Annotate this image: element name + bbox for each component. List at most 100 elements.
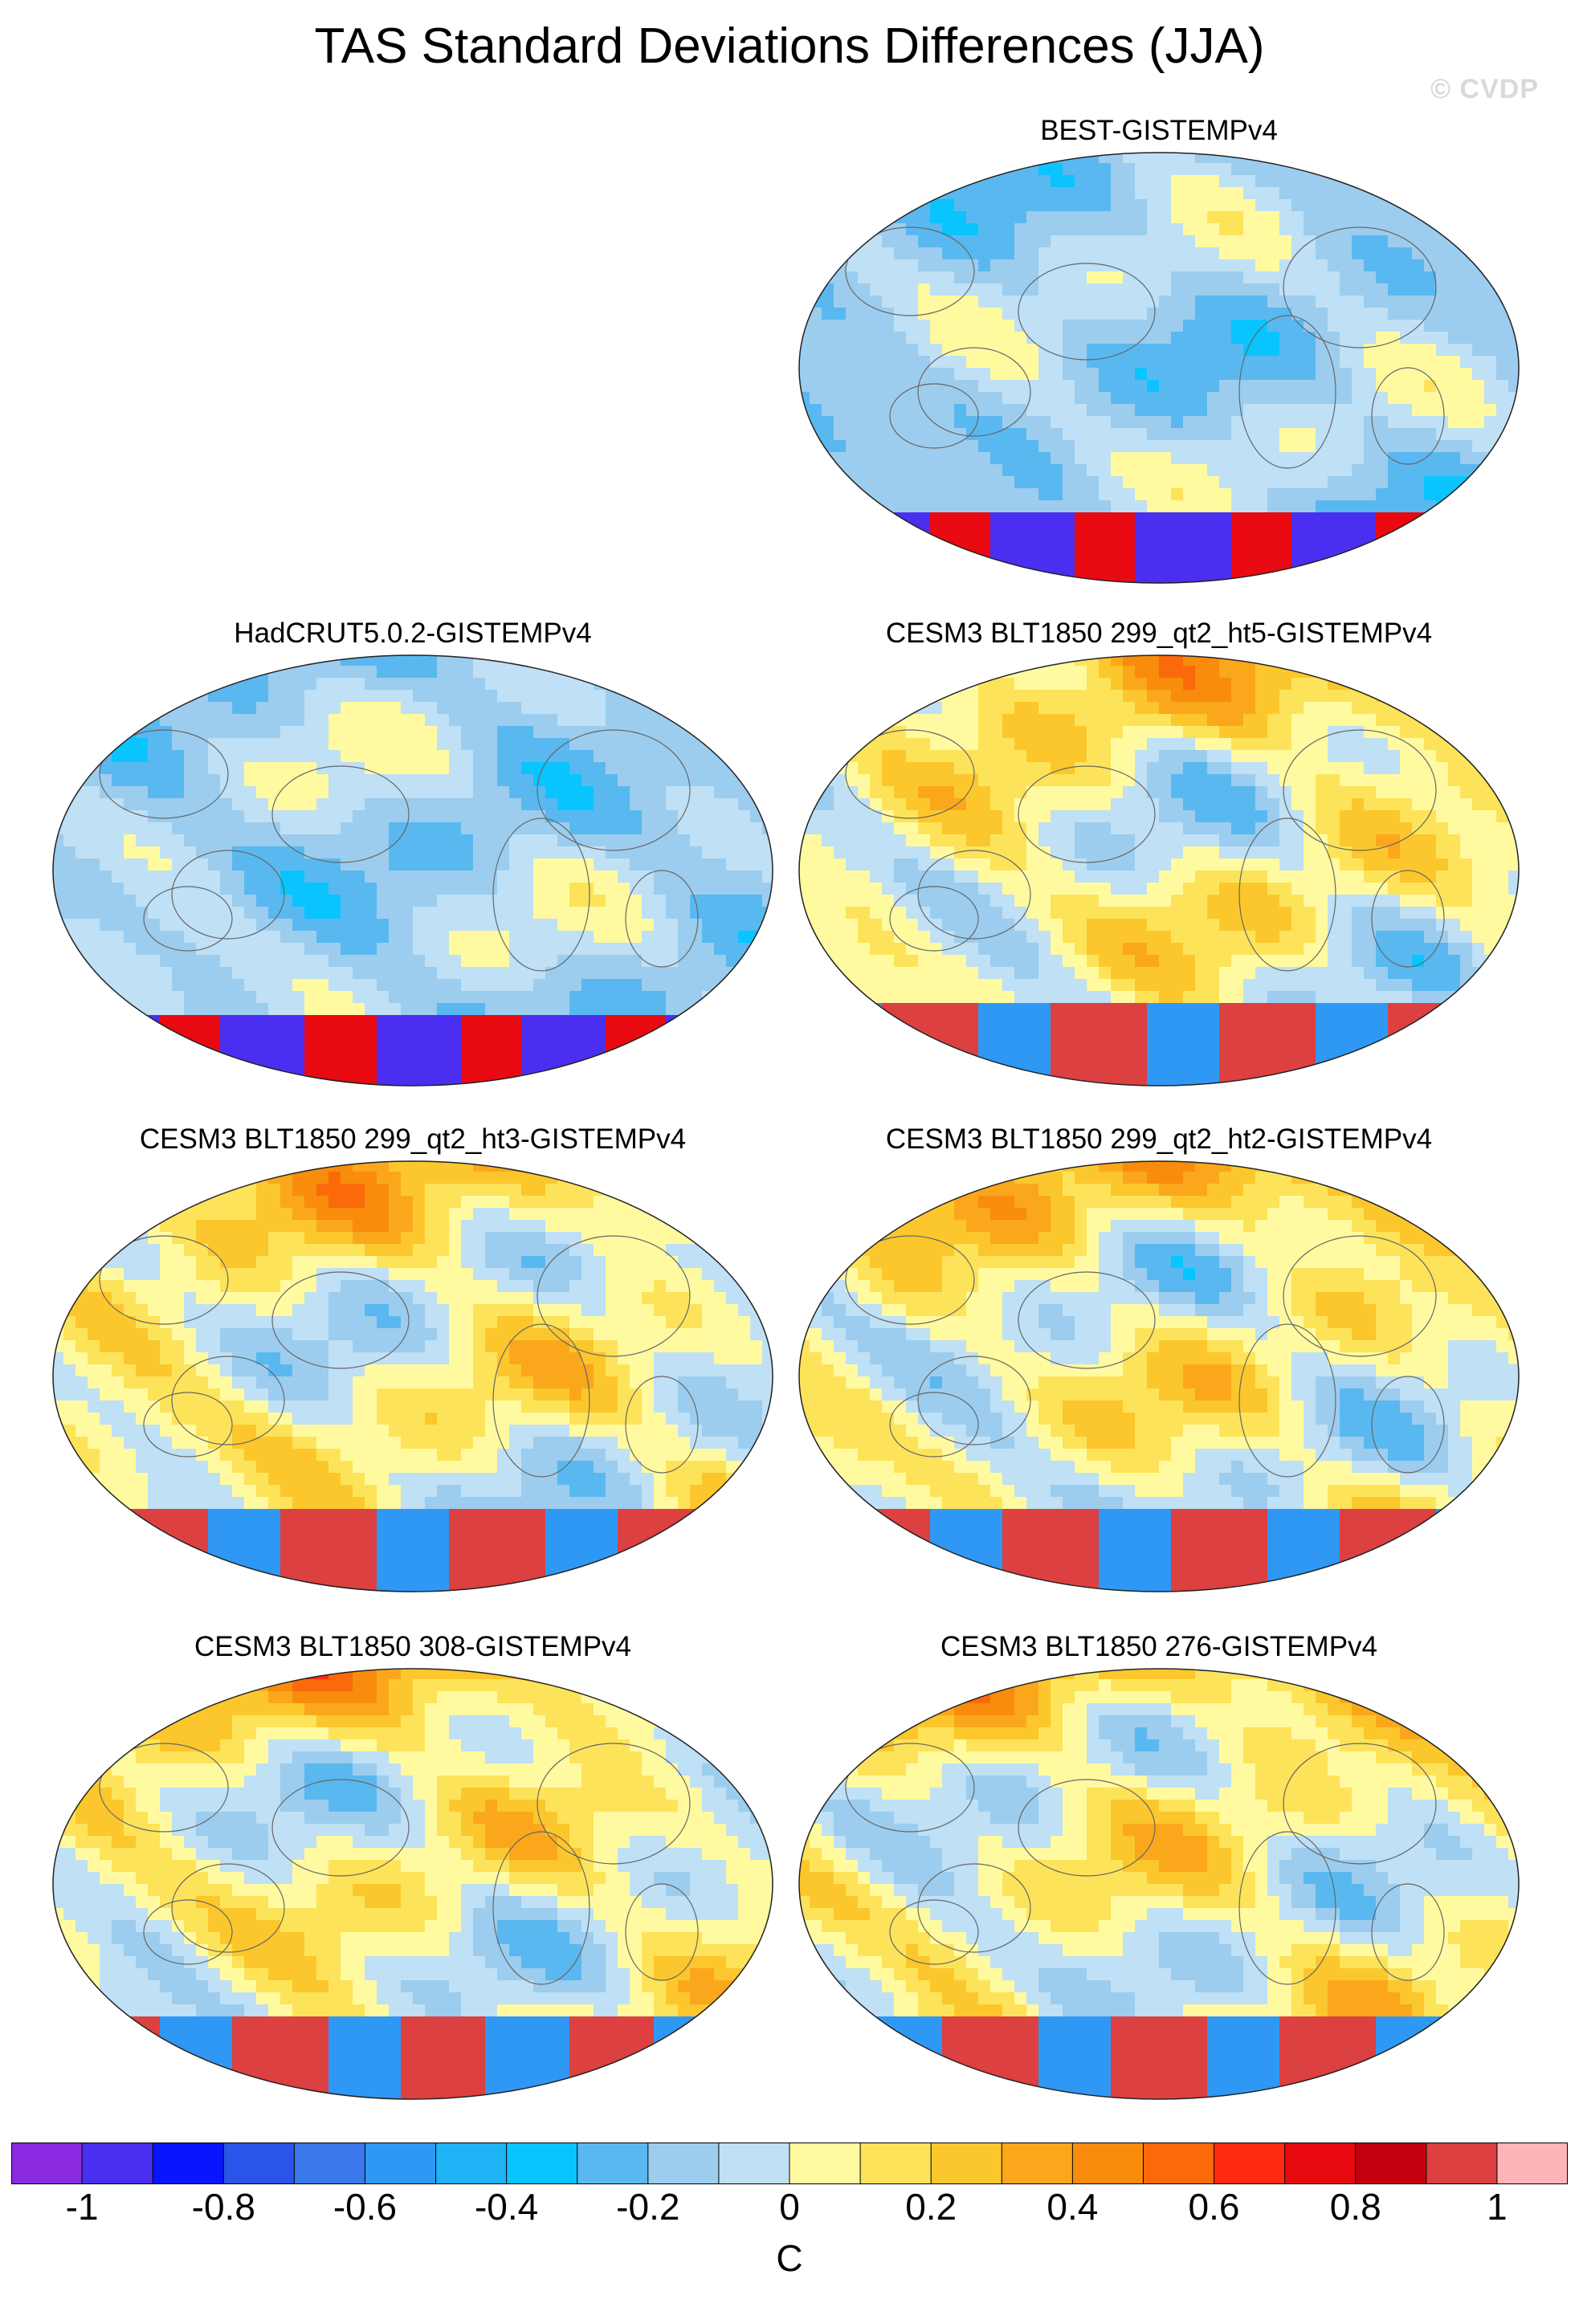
map-cell	[738, 822, 751, 835]
map-cell	[846, 356, 859, 369]
map-cell	[220, 762, 233, 775]
map-cell	[918, 356, 931, 369]
map-cell	[870, 271, 883, 284]
map-cell	[172, 786, 185, 799]
map-cell	[738, 726, 751, 739]
map-cell	[1063, 153, 1075, 164]
map-cell	[473, 955, 486, 968]
map-cell	[1496, 344, 1509, 357]
map-cell	[678, 678, 691, 691]
map-cell	[244, 883, 257, 895]
map-cell	[750, 943, 763, 956]
map-cell	[799, 655, 810, 667]
map-cell	[1063, 368, 1075, 381]
map-cell	[1340, 750, 1353, 763]
map-cell	[545, 846, 558, 859]
map-cell	[1038, 356, 1051, 369]
map-cell	[1352, 199, 1365, 212]
map-cell	[1508, 750, 1519, 763]
map-cell	[1412, 380, 1425, 393]
map-cell	[172, 883, 185, 895]
map-cell	[1231, 259, 1244, 272]
map-cell	[160, 822, 173, 835]
map-cell	[316, 943, 329, 956]
map-cell	[822, 404, 834, 417]
map-cell	[714, 1063, 727, 1076]
map-cell	[1159, 296, 1172, 308]
map-cell	[1087, 368, 1100, 381]
map-cell	[690, 762, 703, 775]
map-cell	[280, 1015, 293, 1028]
map-cell	[220, 1063, 233, 1076]
map-cell	[1135, 428, 1148, 441]
map-cell	[1460, 548, 1473, 561]
map-cell	[413, 690, 426, 703]
map-cell	[930, 738, 943, 751]
map-cell	[750, 870, 763, 883]
map-cell	[834, 175, 847, 188]
map-cell	[425, 1027, 438, 1040]
map-cell	[497, 1003, 510, 1016]
map-cell	[1328, 690, 1340, 703]
map-cell	[1051, 750, 1063, 763]
map-cell	[196, 702, 209, 715]
map-cell	[858, 344, 871, 357]
map-cell	[1207, 153, 1220, 164]
map-cell	[810, 573, 822, 583]
map-cell	[148, 858, 161, 871]
map-cell	[1026, 187, 1039, 200]
map-cell	[1195, 561, 1208, 573]
map-cell	[1026, 714, 1039, 727]
map-cell	[1026, 573, 1039, 583]
map-cell	[1075, 428, 1087, 441]
map-cell	[954, 223, 967, 236]
map-cell	[569, 750, 582, 763]
map-cell	[232, 690, 245, 703]
map-cell	[918, 163, 931, 176]
map-cell	[280, 991, 293, 1004]
map-cell	[882, 296, 895, 308]
map-cell	[172, 846, 185, 859]
map-cell	[894, 666, 907, 679]
map-cell	[1412, 561, 1425, 573]
map-cell	[1135, 259, 1148, 272]
map-cell	[918, 666, 931, 679]
map-cell	[1376, 344, 1389, 357]
map-cell	[1135, 344, 1148, 357]
map-cell	[1412, 247, 1425, 260]
map-cell	[1448, 332, 1461, 345]
map-cell	[870, 404, 883, 417]
map-cell	[1063, 199, 1075, 212]
map-cell	[966, 404, 979, 417]
map-cell	[1291, 524, 1304, 537]
map-cell	[172, 1051, 185, 1064]
map-cell	[882, 187, 895, 200]
map-cell	[858, 440, 871, 453]
map-cell	[714, 762, 727, 775]
map-cell	[690, 810, 703, 823]
map-cell	[834, 774, 847, 787]
map-cell	[581, 666, 594, 679]
map-cell	[606, 798, 618, 811]
map-cell	[882, 512, 895, 525]
map-cell	[1123, 404, 1136, 417]
map-cell	[1340, 738, 1353, 751]
map-cell	[1484, 199, 1497, 212]
map-cell	[124, 967, 137, 980]
map-cell	[88, 810, 100, 823]
map-cell	[148, 967, 161, 980]
map-cell	[437, 1075, 450, 1086]
map-cell	[1014, 464, 1027, 477]
map-cell	[858, 536, 871, 549]
map-cell	[208, 967, 221, 980]
map-cell	[654, 834, 667, 847]
map-cell	[389, 1003, 402, 1016]
map-cell	[196, 931, 209, 944]
map-cell	[1014, 356, 1027, 369]
map-cell	[1460, 655, 1473, 667]
map-cell	[894, 714, 907, 727]
map-cell	[1448, 440, 1461, 453]
map-cell	[654, 895, 667, 907]
map-cell	[232, 1075, 245, 1086]
map-cell	[1075, 762, 1087, 775]
